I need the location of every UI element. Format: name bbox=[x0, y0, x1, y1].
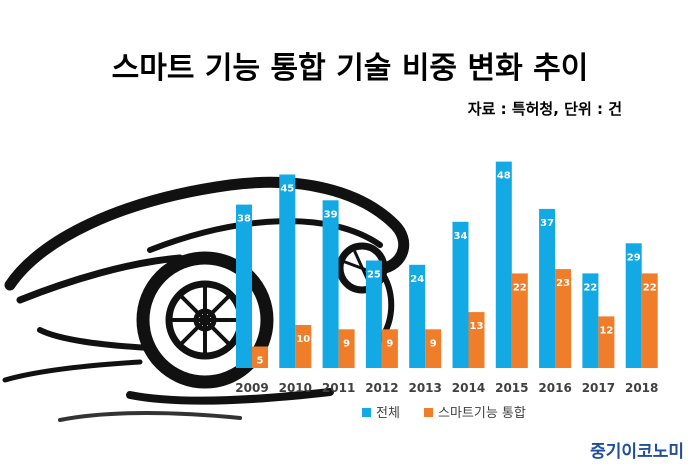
bar-smart-2016 bbox=[555, 269, 572, 368]
data-label-total-2009: 38 bbox=[237, 214, 251, 225]
data-label-smart-2016: 23 bbox=[556, 278, 570, 289]
brand-logo: 중기이코노미 bbox=[590, 442, 684, 462]
legend-swatch-smart bbox=[424, 408, 433, 417]
bar-total-2010 bbox=[279, 174, 296, 368]
data-label-smart-2014: 13 bbox=[470, 321, 484, 332]
bar-smart-2009 bbox=[252, 346, 268, 368]
data-label-smart-2013: 9 bbox=[430, 338, 437, 349]
source-note: 자료 : 특허청, 단위 : 건 bbox=[468, 100, 622, 118]
bar-total-2011 bbox=[322, 200, 339, 368]
chart-title: 스마트 기능 통합 기술 비중 변화 추이 bbox=[112, 51, 589, 86]
x-tick-2014: 2014 bbox=[452, 381, 485, 395]
x-tick-2015: 2015 bbox=[495, 381, 528, 395]
bar-total-2009 bbox=[236, 204, 252, 368]
x-tick-2013: 2013 bbox=[408, 381, 441, 395]
data-label-smart-2015: 22 bbox=[513, 282, 527, 293]
bar-total-2017 bbox=[582, 273, 599, 368]
data-label-smart-2011: 9 bbox=[343, 338, 350, 349]
data-label-smart-2012: 9 bbox=[386, 338, 393, 349]
bar-smart-2010 bbox=[295, 325, 312, 368]
x-tick-2011: 2011 bbox=[322, 381, 355, 395]
data-label-smart-2017: 12 bbox=[599, 325, 613, 336]
x-tick-2017: 2017 bbox=[582, 381, 615, 395]
legend-label-smart: 스마트기능 통합 bbox=[438, 406, 526, 421]
data-label-total-2010: 45 bbox=[280, 184, 294, 195]
x-tick-2016: 2016 bbox=[538, 381, 571, 395]
bar-total-2016 bbox=[539, 208, 556, 368]
data-label-total-2018: 29 bbox=[627, 252, 641, 263]
bar-smart-2011 bbox=[338, 329, 355, 368]
data-label-total-2011: 39 bbox=[324, 209, 338, 220]
x-tick-2018: 2018 bbox=[625, 381, 658, 395]
legend: 전체 스마트기능 통합 bbox=[362, 406, 526, 421]
bar-total-2012 bbox=[365, 260, 382, 368]
x-tick-group: 2009 2010 2011 2012 2013 2014 2015 2016 2017 2018 bbox=[235, 381, 658, 395]
bar-total-2015 bbox=[495, 161, 512, 368]
data-label-total-2015: 48 bbox=[497, 171, 511, 182]
bar-total-2013 bbox=[409, 264, 426, 368]
x-tick-2010: 2010 bbox=[279, 381, 312, 395]
data-label-smart-2010: 10 bbox=[296, 334, 310, 345]
bar-smart-2013 bbox=[425, 329, 442, 368]
bar-group bbox=[236, 161, 658, 368]
x-tick-2009: 2009 bbox=[235, 381, 268, 395]
legend-label-total: 전체 bbox=[376, 406, 400, 421]
data-label-smart-2018: 22 bbox=[643, 282, 657, 293]
data-label-total-2016: 37 bbox=[540, 218, 554, 229]
bar-total-2018 bbox=[625, 243, 642, 368]
data-label-smart-2009: 5 bbox=[257, 356, 264, 367]
data-label-total-2017: 22 bbox=[583, 282, 597, 293]
bar-total-2014 bbox=[452, 221, 469, 368]
data-label-group: 38 5 45 10 39 9 25 9 24 9 34 13 48 22 37 23 22 12 29 22 bbox=[237, 171, 657, 367]
data-label-total-2014: 34 bbox=[454, 231, 468, 242]
bar-smart-2014 bbox=[468, 312, 485, 368]
bar-smart-2018 bbox=[641, 273, 658, 368]
bar-smart-2017 bbox=[598, 316, 615, 368]
bar-smart-2012 bbox=[381, 329, 398, 368]
data-label-total-2012: 25 bbox=[367, 270, 381, 281]
x-tick-2012: 2012 bbox=[365, 381, 398, 395]
data-label-total-2013: 24 bbox=[410, 274, 424, 285]
legend-swatch-total bbox=[362, 408, 371, 417]
bar-smart-2015 bbox=[511, 273, 528, 368]
